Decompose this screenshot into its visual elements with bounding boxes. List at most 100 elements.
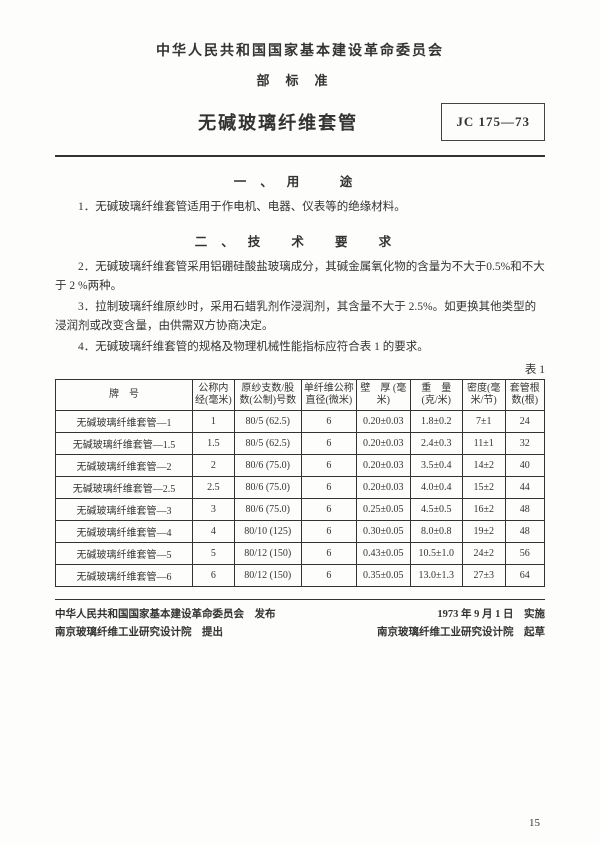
th-count: 套管根数(根): [505, 379, 544, 410]
table-row: 无碱玻璃纤维套管—4480/10 (125)60.30±0.058.0±0.81…: [56, 520, 545, 542]
table-cell: 24: [505, 410, 544, 432]
th-weight: 重 量 (克/米): [410, 379, 462, 410]
table-cell: 1.5: [192, 432, 234, 454]
table-cell: 13.0±1.3: [410, 564, 462, 586]
table-cell: 5: [192, 542, 234, 564]
table-cell: 0.30±0.05: [356, 520, 410, 542]
table-cell: 6: [192, 564, 234, 586]
doc-title: 无碱玻璃纤维套管: [55, 109, 441, 135]
table-cell: 0.20±0.03: [356, 432, 410, 454]
table-cell: 7±1: [462, 410, 505, 432]
issuing-org: 中华人民共和国国家基本建设革命委员会: [55, 40, 545, 60]
table-cell: 2.4±0.3: [410, 432, 462, 454]
table-cell: 24±2: [462, 542, 505, 564]
table-cell: 0.25±0.05: [356, 498, 410, 520]
table-cell: 14±2: [462, 454, 505, 476]
th-wall: 壁 厚 (毫米): [356, 379, 410, 410]
table-row: 无碱玻璃纤维套管—1180/5 (62.5)60.20±0.031.8±0.27…: [56, 410, 545, 432]
table-cell: 2: [192, 454, 234, 476]
publish-org: 中华人民共和国国家基本建设革命委员会 发布: [55, 606, 276, 624]
table-cell: 48: [505, 520, 544, 542]
table-cell: 80/6 (75.0): [234, 498, 301, 520]
th-diameter: 公称内经(毫米): [192, 379, 234, 410]
proposed-by: 南京玻璃纤维工业研究设计院 提出: [55, 624, 223, 642]
table-cell: 6: [301, 432, 356, 454]
page-number: 15: [529, 817, 540, 829]
section-title-1: 一、用 途: [55, 171, 545, 190]
page: 中华人民共和国国家基本建设革命委员会 部标准 无碱玻璃纤维套管 JC 175—7…: [0, 0, 600, 843]
table-cell: 无碱玻璃纤维套管—6: [56, 564, 193, 586]
table-row: 无碱玻璃纤维套管—6680/12 (150)60.35±0.0513.0±1.3…: [56, 564, 545, 586]
table-cell: 11±1: [462, 432, 505, 454]
table-cell: 6: [301, 454, 356, 476]
table-cell: 80/5 (62.5): [234, 410, 301, 432]
table-cell: 6: [301, 520, 356, 542]
title-row: 无碱玻璃纤维套管 JC 175—73: [55, 103, 545, 141]
table-cell: 无碱玻璃纤维套管—3: [56, 498, 193, 520]
footer-block: 中华人民共和国国家基本建设革命委员会 发布 1973 年 9 月 1 日 实施 …: [55, 606, 545, 642]
table-row: 无碱玻璃纤维套管—2280/6 (75.0)60.20±0.033.5±0.41…: [56, 454, 545, 476]
table-cell: 无碱玻璃纤维套管—2: [56, 454, 193, 476]
section-title-2: 二、技 术 要 求: [55, 231, 545, 250]
table-cell: 2.5: [192, 476, 234, 498]
table-cell: 无碱玻璃纤维套管—1: [56, 410, 193, 432]
header-block: 中华人民共和国国家基本建设革命委员会 部标准: [55, 40, 545, 89]
table-cell: 80/5 (62.5): [234, 432, 301, 454]
table-cell: 6: [301, 564, 356, 586]
table-cell: 0.43±0.05: [356, 542, 410, 564]
table-cell: 0.35±0.05: [356, 564, 410, 586]
table-cell: 0.20±0.03: [356, 454, 410, 476]
divider-footer: [55, 599, 545, 600]
table-cell: 无碱玻璃纤维套管—1.5: [56, 432, 193, 454]
implement-date: 1973 年 9 月 1 日 实施: [437, 606, 545, 624]
table-cell: 4.5±0.5: [410, 498, 462, 520]
table-cell: 3.5±0.4: [410, 454, 462, 476]
table-cell: 无碱玻璃纤维套管—2.5: [56, 476, 193, 498]
table-cell: 1.8±0.2: [410, 410, 462, 432]
table-cell: 80/10 (125): [234, 520, 301, 542]
table-cell: 80/6 (75.0): [234, 476, 301, 498]
para-2: 2．无碱玻璃纤维套管采用铝硼硅酸盐玻璃成分，其碱金属氧化物的含量为不大于0.5%…: [55, 258, 545, 296]
table-cell: 4: [192, 520, 234, 542]
doc-subhead: 部标准: [55, 70, 545, 89]
divider-top: [55, 155, 545, 157]
table-cell: 无碱玻璃纤维套管—4: [56, 520, 193, 542]
table-row: 无碱玻璃纤维套管—2.52.580/6 (75.0)60.20±0.034.0±…: [56, 476, 545, 498]
table-cell: 44: [505, 476, 544, 498]
th-filament: 单纤维公称直径(微米): [301, 379, 356, 410]
table-cell: 27±3: [462, 564, 505, 586]
table-cell: 8.0±0.8: [410, 520, 462, 542]
table-cell: 6: [301, 410, 356, 432]
footer-row-1: 中华人民共和国国家基本建设革命委员会 发布 1973 年 9 月 1 日 实施: [55, 606, 545, 624]
th-density: 密度(毫米/节): [462, 379, 505, 410]
table-cell: 56: [505, 542, 544, 564]
table-cell: 1: [192, 410, 234, 432]
para-3: 3．拉制玻璃纤维原纱时，采用石蜡乳剂作浸润剂，其含量不大于 2.5%。如更换其他…: [55, 298, 545, 336]
standard-code-box: JC 175—73: [441, 103, 545, 141]
para-4: 4．无碱玻璃纤维套管的规格及物理机械性能指标应符合表 1 的要求。: [55, 338, 545, 357]
drafted-by: 南京玻璃纤维工业研究设计院 起草: [377, 624, 545, 642]
table-cell: 10.5±1.0: [410, 542, 462, 564]
table-cell: 0.20±0.03: [356, 410, 410, 432]
footer-row-2: 南京玻璃纤维工业研究设计院 提出 南京玻璃纤维工业研究设计院 起草: [55, 624, 545, 642]
table-cell: 6: [301, 498, 356, 520]
table-cell: 6: [301, 542, 356, 564]
table-row: 无碱玻璃纤维套管—3380/6 (75.0)60.25±0.054.5±0.51…: [56, 498, 545, 520]
table-cell: 4.0±0.4: [410, 476, 462, 498]
table-cell: 64: [505, 564, 544, 586]
table-cell: 40: [505, 454, 544, 476]
para-1: 1．无碱玻璃纤维套管适用于作电机、电器、仪表等的绝缘材料。: [55, 198, 545, 217]
table-cell: 6: [301, 476, 356, 498]
table-cell: 16±2: [462, 498, 505, 520]
table-header-row: 牌 号 公称内经(毫米) 原纱支数/股数(公制)号数 单纤维公称直径(微米) 壁…: [56, 379, 545, 410]
table-cell: 80/12 (150): [234, 542, 301, 564]
table-cell: 19±2: [462, 520, 505, 542]
th-yarn: 原纱支数/股数(公制)号数: [234, 379, 301, 410]
table-cell: 48: [505, 498, 544, 520]
table-row: 无碱玻璃纤维套管—1.51.580/5 (62.5)60.20±0.032.4±…: [56, 432, 545, 454]
table-cell: 80/6 (75.0): [234, 454, 301, 476]
table-cell: 80/12 (150): [234, 564, 301, 586]
th-name: 牌 号: [56, 379, 193, 410]
spec-table: 牌 号 公称内经(毫米) 原纱支数/股数(公制)号数 单纤维公称直径(微米) 壁…: [55, 379, 545, 587]
table-cell: 15±2: [462, 476, 505, 498]
